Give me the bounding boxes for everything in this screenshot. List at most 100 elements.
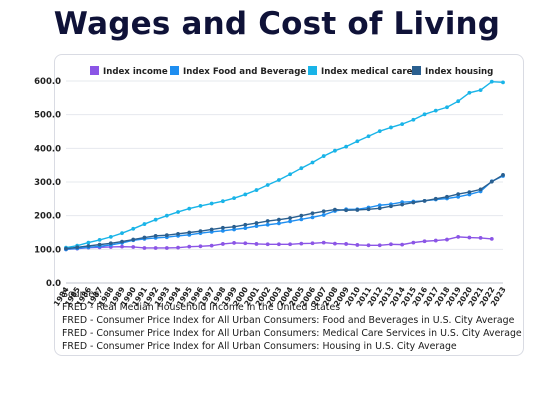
data-point — [276, 217, 281, 222]
data-point — [433, 238, 438, 243]
data-point — [299, 241, 304, 246]
data-point — [265, 222, 270, 227]
data-point — [220, 242, 225, 246]
data-point — [377, 206, 382, 211]
data-point — [198, 244, 203, 249]
data-point — [142, 246, 147, 250]
data-point — [422, 198, 427, 203]
data-point — [310, 160, 315, 165]
data-point — [355, 139, 360, 144]
data-point — [220, 199, 225, 204]
chart-card — [54, 54, 524, 356]
data-point — [467, 90, 472, 95]
data-point — [366, 243, 371, 248]
data-point — [400, 202, 405, 207]
data-point — [254, 221, 259, 225]
legend-swatch — [170, 66, 179, 75]
source-line: FRED - Real Median Household Income in t… — [62, 302, 341, 313]
data-point — [243, 226, 248, 231]
source-line: FRED - Consumer Price Index for All Urba… — [62, 328, 522, 339]
data-point — [422, 239, 427, 244]
data-point — [198, 229, 203, 234]
data-point — [209, 243, 214, 248]
data-point — [153, 233, 158, 238]
data-point — [176, 231, 180, 236]
data-point — [108, 234, 113, 239]
data-point — [64, 246, 68, 251]
series-line — [65, 174, 504, 250]
data-point — [321, 209, 326, 214]
data-point — [254, 242, 259, 246]
data-point — [389, 125, 393, 130]
y-tick-label: 200.0 — [34, 212, 61, 222]
data-point — [355, 208, 360, 212]
data-point — [209, 227, 214, 232]
y-tick-label: 100.0 — [34, 245, 61, 255]
data-point — [456, 192, 461, 197]
data-point — [288, 242, 293, 247]
data-point — [276, 221, 281, 226]
data-point — [422, 112, 427, 117]
data-point — [377, 129, 382, 134]
source-line: FRED - Consumer Price Index for All Urba… — [62, 315, 515, 326]
data-point — [333, 241, 337, 246]
data-point — [299, 166, 304, 171]
data-point — [288, 216, 293, 220]
data-point — [445, 237, 449, 242]
y-tick-label: 0.0 — [46, 279, 61, 289]
data-point — [86, 240, 91, 245]
data-point — [164, 233, 169, 238]
data-point — [467, 235, 472, 240]
data-point — [433, 196, 438, 201]
data-point — [400, 122, 405, 126]
data-point — [108, 241, 113, 246]
data-point — [142, 222, 147, 226]
data-point — [489, 236, 494, 241]
data-point — [366, 207, 371, 212]
legend-label: Index Food and Beverage — [183, 67, 306, 77]
data-point — [131, 245, 136, 249]
series-line — [65, 80, 504, 249]
data-point — [310, 211, 315, 216]
data-point — [411, 240, 416, 245]
data-point — [187, 206, 192, 211]
data-point — [265, 242, 270, 247]
legend-label: Index housing — [425, 67, 493, 77]
data-point — [176, 245, 180, 250]
data-point — [321, 154, 326, 158]
data-point — [478, 88, 483, 92]
data-point — [276, 178, 281, 182]
legend-swatch — [412, 66, 421, 75]
data-point — [456, 194, 461, 199]
data-point — [489, 179, 494, 184]
data-point — [411, 117, 416, 122]
data-point — [310, 215, 315, 220]
data-point — [265, 219, 270, 223]
data-point — [153, 246, 158, 250]
data-point — [153, 217, 158, 222]
data-point — [254, 188, 259, 192]
data-point — [489, 79, 494, 84]
data-point — [445, 194, 449, 199]
data-point — [97, 242, 102, 247]
data-point — [288, 219, 293, 224]
data-point — [86, 244, 91, 248]
data-point — [366, 134, 371, 139]
data-point — [243, 222, 248, 227]
data-point — [501, 80, 505, 85]
data-point — [176, 210, 180, 214]
data-point — [120, 231, 124, 236]
y-tick-label: 300.0 — [34, 178, 61, 188]
data-point — [220, 228, 225, 233]
series-line — [65, 175, 504, 251]
data-point — [299, 217, 304, 222]
data-point — [333, 148, 337, 153]
data-point — [377, 243, 382, 248]
data-point — [120, 244, 124, 249]
data-point — [131, 237, 136, 242]
data-point — [321, 213, 326, 217]
data-point — [299, 213, 304, 218]
data-point — [243, 192, 248, 197]
data-point — [478, 187, 483, 192]
data-point — [187, 230, 192, 235]
